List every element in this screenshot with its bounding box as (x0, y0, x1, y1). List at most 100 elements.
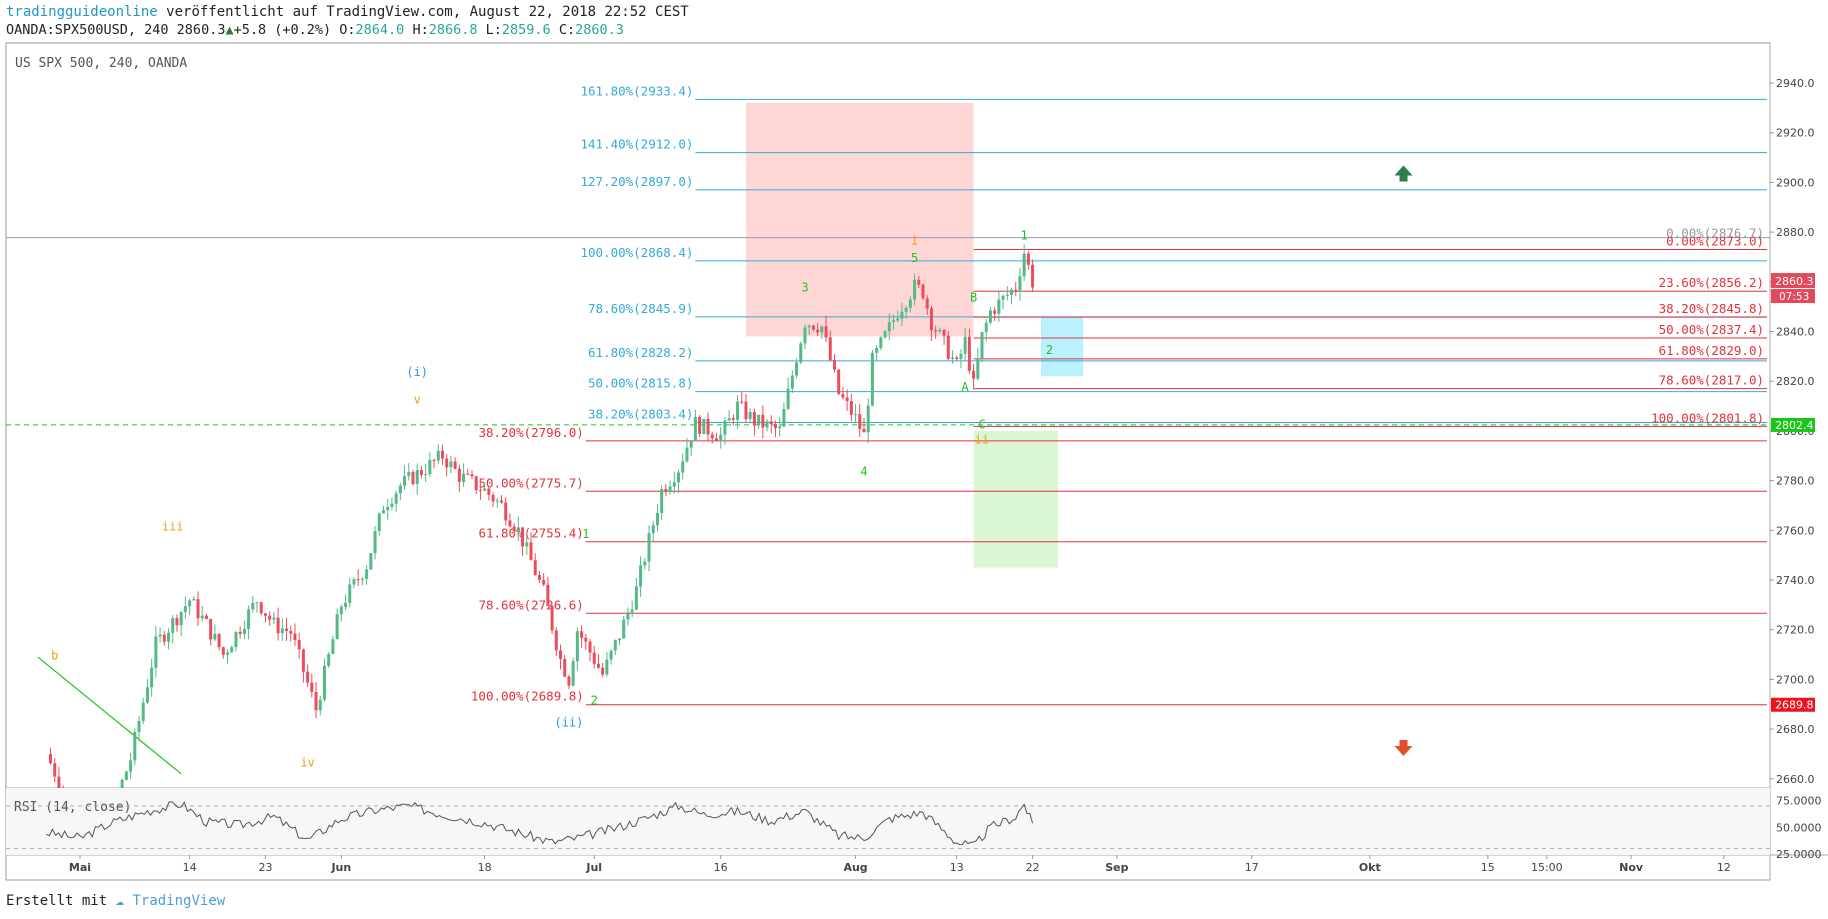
candle-body (483, 488, 487, 491)
time-tick-label: Aug (843, 861, 867, 874)
fib-red-label: 50.00%(2775.7) (478, 475, 583, 490)
candle-body (508, 520, 512, 527)
rsi-tick-label: 25.0000 (1776, 848, 1822, 861)
candle-body (828, 337, 832, 361)
arrow-down-icon[interactable] (1394, 739, 1413, 756)
candle-body (360, 578, 364, 580)
candle-body (1018, 276, 1022, 291)
candle-body (938, 329, 942, 332)
trend-line[interactable] (37, 656, 182, 775)
candle-body (491, 494, 495, 502)
rsi-tick-label: 75.0000 (1776, 795, 1822, 808)
candle-body (693, 417, 697, 441)
candle-body (403, 475, 407, 486)
fib-short-label: 100.00%(2801.8) (1651, 410, 1764, 425)
candle-body (580, 631, 584, 638)
candle-body (424, 474, 428, 476)
time-tick-label: Sep (1105, 861, 1128, 874)
candle-body (242, 628, 246, 635)
tradingview-logo-icon: ☁ (115, 893, 125, 909)
candle-body (803, 327, 807, 344)
candle-body (719, 434, 723, 441)
candle-body (639, 565, 643, 587)
publish-info: tradingguideonline veröffentlicht auf Tr… (6, 4, 689, 20)
candle-body (727, 418, 731, 421)
candle-body (183, 606, 187, 613)
candle-body (925, 298, 929, 309)
low-value: 2859.6 (501, 22, 551, 38)
candle-body (226, 652, 230, 655)
last-price-value: 2860.3 (1775, 275, 1814, 288)
time-tick-label: 15 (1481, 861, 1495, 874)
candle-body (466, 473, 470, 475)
fib-short-label: 0.00%(2873.0) (1666, 233, 1764, 248)
candle-body (48, 753, 52, 764)
wave-label: C (978, 417, 985, 431)
price-tick-label: 2900.0 (1776, 176, 1815, 189)
arrow-up-icon[interactable] (1394, 165, 1413, 182)
candle-body (980, 332, 984, 359)
candle-body (643, 561, 647, 566)
wave-label: v (414, 393, 421, 407)
candle-body (440, 450, 444, 459)
candle-body (698, 417, 702, 434)
candle-body (993, 310, 997, 314)
open-value: 2864.0 (355, 22, 405, 38)
wave-label: A (962, 380, 970, 394)
candle-body (504, 502, 508, 521)
countdown-value: 07:53 (1779, 291, 1809, 303)
candle-body (875, 348, 879, 353)
fib-short-label: 38.20%(2845.8) (1659, 301, 1764, 316)
candle-body (213, 633, 217, 640)
fib-blue-label: 61.80%(2828.2) (588, 345, 693, 360)
candle-body (951, 357, 955, 359)
wave-label: 2 (1046, 343, 1053, 357)
wave-label: 1 (1021, 229, 1028, 243)
candle-body (377, 513, 381, 532)
candle-body (997, 299, 1001, 314)
candle-body (331, 639, 335, 654)
candle-body (588, 641, 592, 653)
candle-body (495, 500, 499, 502)
candle-body (293, 633, 297, 641)
candle-body (428, 460, 432, 475)
candle-body (609, 650, 613, 660)
rsi-pane (6, 788, 1770, 855)
candle-body (858, 414, 862, 429)
candle-body (795, 362, 799, 376)
price-tick-label: 2700.0 (1776, 673, 1815, 686)
footer-brand[interactable]: TradingView (132, 893, 226, 909)
candle-body (175, 618, 179, 626)
candle-body (862, 428, 866, 433)
candle-body (883, 331, 887, 338)
price-tick-label: 2660.0 (1776, 773, 1815, 786)
candle-body (221, 647, 225, 655)
candle-body (462, 473, 466, 482)
candle-body (550, 606, 554, 631)
candle-body (820, 326, 824, 333)
candle-body (972, 370, 976, 379)
candle-body (285, 628, 289, 632)
candle-body (891, 320, 895, 323)
candle-body (200, 615, 204, 619)
price-axis-badge (1771, 697, 1815, 712)
price-change: +5.8 (+0.2%) (233, 22, 332, 38)
candle-body (268, 615, 272, 620)
candle-body (748, 412, 752, 420)
open-label: O: (339, 22, 356, 38)
candle-body (976, 358, 980, 379)
candle-body (322, 665, 326, 700)
candle-body (854, 414, 858, 416)
fib-short-label: 78.60%(2817.0) (1659, 373, 1764, 388)
candle-body (335, 614, 339, 640)
publisher-link[interactable]: tradingguideonline (6, 4, 158, 20)
candle-body (799, 343, 803, 363)
candle-body (963, 336, 967, 354)
candle-body (630, 609, 634, 613)
candle-body (677, 472, 681, 483)
wave-label: B (970, 291, 977, 305)
countdown-badge (1771, 289, 1815, 304)
time-tick-label: 23 (258, 861, 272, 874)
candle-body (837, 369, 841, 394)
